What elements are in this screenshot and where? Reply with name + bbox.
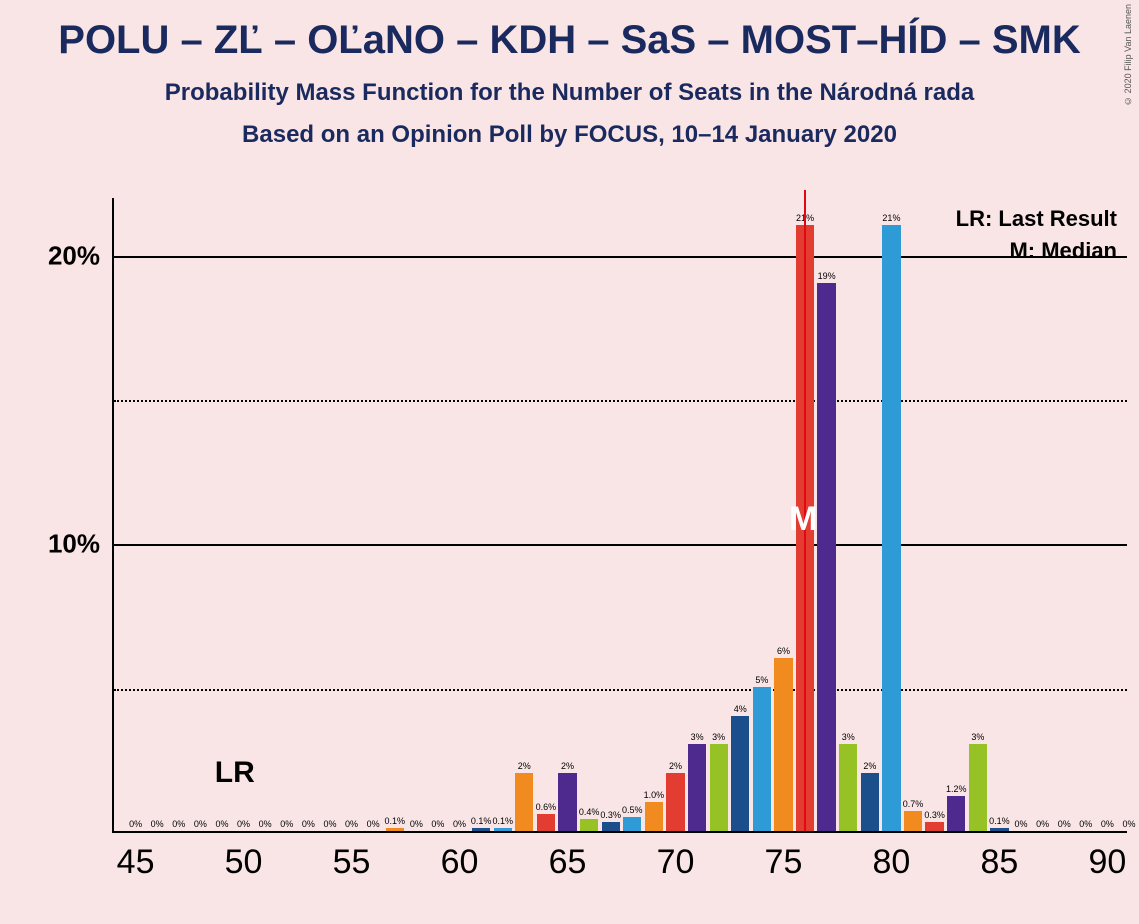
bar-value-label: 0% bbox=[1122, 819, 1135, 829]
bar bbox=[969, 744, 987, 831]
bar-value-label: 0.1% bbox=[384, 816, 405, 826]
bar-value-label: 0.3% bbox=[600, 810, 621, 820]
bar bbox=[580, 819, 598, 831]
bar-value-label: 2% bbox=[669, 761, 682, 771]
bar-value-label: 0% bbox=[453, 819, 466, 829]
y-axis-label: 20% bbox=[48, 240, 114, 271]
bar bbox=[494, 828, 512, 831]
bar-value-label: 0% bbox=[345, 819, 358, 829]
bar-value-label: 1.2% bbox=[946, 784, 967, 794]
bar bbox=[817, 283, 835, 831]
chart-subtitle-1: Probability Mass Function for the Number… bbox=[0, 79, 1139, 107]
bar-value-label: 0% bbox=[431, 819, 444, 829]
bar-value-label: 3% bbox=[712, 732, 725, 742]
bar bbox=[947, 796, 965, 831]
x-axis-label: 70 bbox=[657, 831, 695, 882]
bar bbox=[774, 658, 792, 831]
chart-title: POLU – ZĽ – OĽaNO – KDH – SaS – MOST–HÍD… bbox=[0, 0, 1139, 63]
chart-subtitle-2: Based on an Opinion Poll by FOCUS, 10–14… bbox=[0, 121, 1139, 149]
bar bbox=[515, 773, 533, 831]
bar bbox=[666, 773, 684, 831]
gridline bbox=[114, 689, 1127, 691]
bar-value-label: 0% bbox=[215, 819, 228, 829]
bar-value-label: 0% bbox=[410, 819, 423, 829]
copyright-text: © 2020 Filip Van Laenen bbox=[1123, 4, 1133, 106]
x-axis-label: 85 bbox=[981, 831, 1019, 882]
x-axis-label: 45 bbox=[117, 831, 155, 882]
bar-value-label: 0% bbox=[129, 819, 142, 829]
bar bbox=[904, 811, 922, 831]
bar-value-label: 1.0% bbox=[644, 790, 665, 800]
plot-area: 0%0%0%0%0%0%0%0%0%0%0%0%0.1%0%0%0%0.1%0.… bbox=[112, 198, 1127, 833]
bar-value-label: 0% bbox=[323, 819, 336, 829]
median-label: M bbox=[789, 500, 817, 539]
bar-value-label: 3% bbox=[842, 732, 855, 742]
legend-last-result: LR: Last Result bbox=[956, 206, 1117, 232]
bar-value-label: 0.5% bbox=[622, 805, 643, 815]
bar bbox=[925, 822, 943, 831]
x-axis-label: 65 bbox=[549, 831, 587, 882]
bar-value-label: 0% bbox=[151, 819, 164, 829]
bar-value-label: 0% bbox=[367, 819, 380, 829]
bar-value-label: 0% bbox=[259, 819, 272, 829]
bar bbox=[688, 744, 706, 831]
bar bbox=[623, 817, 641, 831]
bar-value-label: 0.6% bbox=[536, 802, 557, 812]
bar bbox=[861, 773, 879, 831]
bar bbox=[882, 225, 900, 831]
x-axis-label: 50 bbox=[225, 831, 263, 882]
bar-value-label: 0.1% bbox=[471, 816, 492, 826]
bar bbox=[602, 822, 620, 831]
bar-value-label: 0% bbox=[280, 819, 293, 829]
bar-value-label: 0% bbox=[237, 819, 250, 829]
bar-value-label: 21% bbox=[882, 213, 900, 223]
legend-median: M: Median bbox=[1009, 238, 1117, 264]
bar-value-label: 5% bbox=[755, 675, 768, 685]
bar-value-label: 2% bbox=[518, 761, 531, 771]
bar-value-label: 0% bbox=[194, 819, 207, 829]
bar-value-label: 0.1% bbox=[492, 816, 513, 826]
bar bbox=[558, 773, 576, 831]
x-axis-label: 75 bbox=[765, 831, 803, 882]
bar-value-label: 0.4% bbox=[579, 807, 600, 817]
bar-value-label: 0.3% bbox=[924, 810, 945, 820]
gridline bbox=[114, 544, 1127, 546]
bar-value-label: 3% bbox=[691, 732, 704, 742]
bar-value-label: 2% bbox=[561, 761, 574, 771]
bar-value-label: 0% bbox=[1015, 819, 1028, 829]
x-axis-label: 90 bbox=[1088, 831, 1126, 882]
bar-value-label: 3% bbox=[971, 732, 984, 742]
bar-value-label: 19% bbox=[818, 271, 836, 281]
bar bbox=[753, 687, 771, 831]
gridline bbox=[114, 400, 1127, 402]
bar-value-label: 0% bbox=[302, 819, 315, 829]
bar-value-label: 4% bbox=[734, 704, 747, 714]
x-axis-label: 55 bbox=[333, 831, 371, 882]
bar bbox=[386, 828, 404, 831]
y-axis-label: 10% bbox=[48, 529, 114, 560]
bar-value-label: 0.7% bbox=[903, 799, 924, 809]
bar-value-label: 0% bbox=[1036, 819, 1049, 829]
bar bbox=[537, 814, 555, 831]
bar bbox=[710, 744, 728, 831]
x-axis-label: 80 bbox=[873, 831, 911, 882]
bar-value-label: 0% bbox=[172, 819, 185, 829]
gridline bbox=[114, 256, 1127, 258]
bar bbox=[731, 716, 749, 831]
x-axis-label: 60 bbox=[441, 831, 479, 882]
bar-value-label: 6% bbox=[777, 646, 790, 656]
last-result-marker: LR bbox=[215, 756, 255, 790]
bar-value-label: 0% bbox=[1079, 819, 1092, 829]
bar-value-label: 0.1% bbox=[989, 816, 1010, 826]
bar bbox=[645, 802, 663, 831]
bar bbox=[839, 744, 857, 831]
bar-value-label: 0% bbox=[1101, 819, 1114, 829]
bar-value-label: 2% bbox=[863, 761, 876, 771]
bar-value-label: 0% bbox=[1058, 819, 1071, 829]
